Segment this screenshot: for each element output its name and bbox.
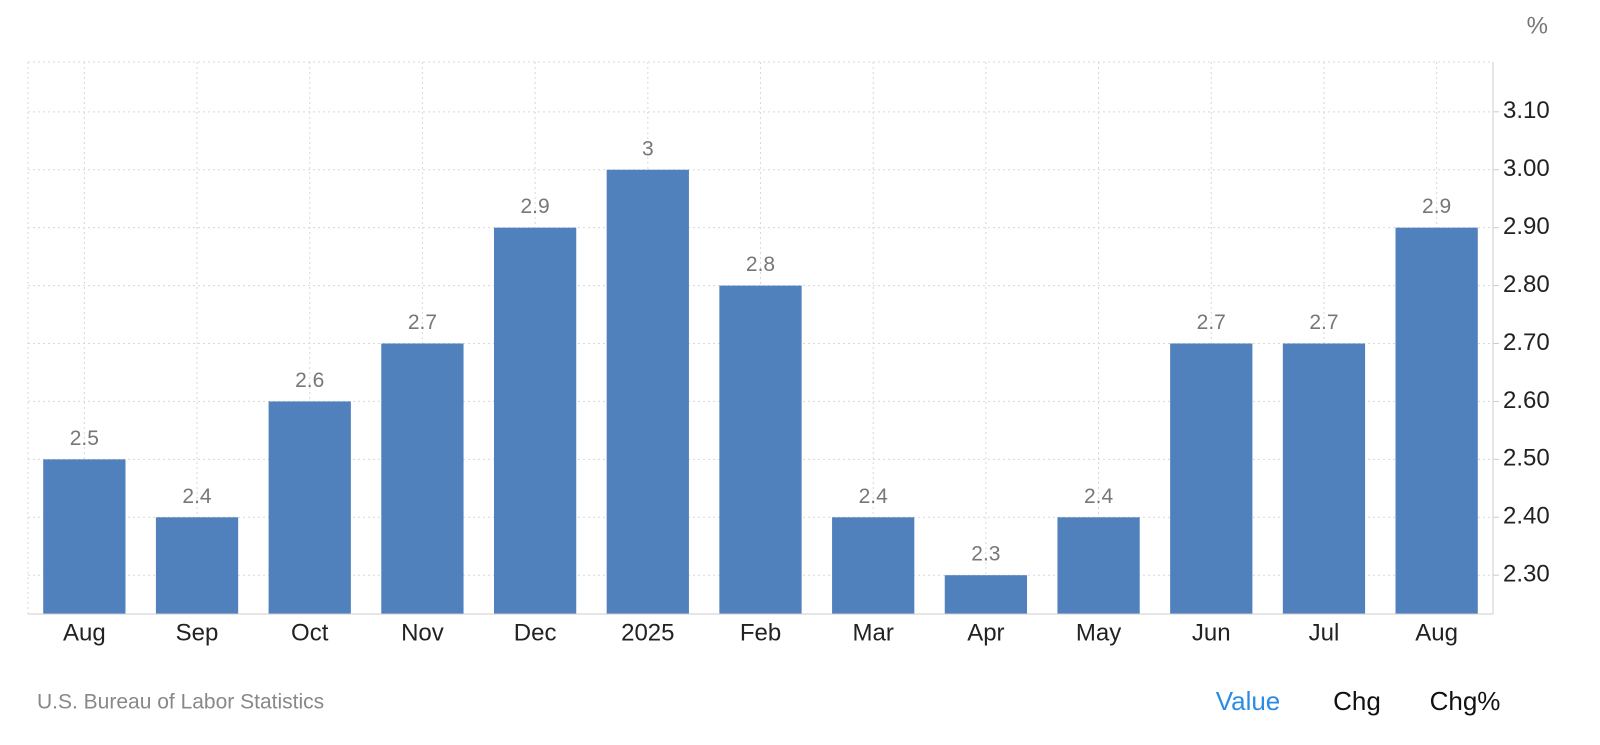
bar <box>606 169 689 614</box>
x-tick-label: Sep <box>176 619 219 646</box>
bar <box>493 227 577 614</box>
bar <box>43 459 126 614</box>
x-tick-label: Apr <box>967 619 1004 646</box>
y-tick-label: 2.70 <box>1503 329 1550 356</box>
value-label: 2.9 <box>521 195 550 218</box>
y-tick-label: 2.40 <box>1503 503 1550 530</box>
bar <box>719 285 802 614</box>
value-label: 2.7 <box>408 311 437 334</box>
unit-label: % <box>1527 12 1548 39</box>
y-tick-label: 2.80 <box>1503 271 1550 298</box>
bar <box>944 575 1028 614</box>
value-label: 2.6 <box>295 369 324 392</box>
control-tab[interactable]: Value <box>1216 686 1281 716</box>
y-tick-label: 2.90 <box>1503 213 1550 240</box>
bar <box>268 401 351 614</box>
bar <box>832 517 915 614</box>
value-label: 3 <box>642 137 654 160</box>
x-tick-label: Dec <box>514 619 557 646</box>
x-tick-label: 2025 <box>621 619 674 646</box>
y-tick-label: 3.10 <box>1503 97 1550 124</box>
bar <box>1170 343 1253 614</box>
value-label: 2.8 <box>746 253 775 276</box>
value-label: 2.5 <box>70 427 99 450</box>
y-tick-label: 3.00 <box>1503 155 1550 182</box>
y-tick-label: 2.50 <box>1503 445 1550 472</box>
x-tick-label: Feb <box>740 619 781 646</box>
value-label: 2.7 <box>1197 311 1226 334</box>
value-label: 2.9 <box>1422 195 1451 218</box>
bar <box>381 343 464 614</box>
value-label: 2.7 <box>1309 311 1338 334</box>
value-label: 2.4 <box>182 485 212 508</box>
bar <box>1057 517 1140 614</box>
value-label: 2.4 <box>1084 485 1114 508</box>
control-tab[interactable]: Chg% <box>1430 686 1501 716</box>
x-tick-label: Oct <box>291 619 329 646</box>
y-tick-label: 2.60 <box>1503 387 1550 414</box>
x-tick-label: Aug <box>1415 619 1458 646</box>
bar <box>1395 227 1478 614</box>
y-tick-label: 2.30 <box>1503 561 1550 588</box>
value-label: 2.4 <box>859 485 889 508</box>
value-label: 2.3 <box>971 543 1000 566</box>
x-tick-label: Jun <box>1192 619 1231 646</box>
control-tab[interactable]: Chg <box>1333 686 1381 716</box>
x-tick-label: Aug <box>63 619 106 646</box>
bar <box>1282 343 1366 614</box>
x-tick-label: Jul <box>1309 619 1340 646</box>
x-tick-label: Mar <box>853 619 894 646</box>
x-tick-label: May <box>1076 619 1121 646</box>
bar <box>155 517 239 614</box>
source: U.S. Bureau of Labor Statistics <box>37 691 324 714</box>
x-tick-label: Nov <box>401 619 444 646</box>
